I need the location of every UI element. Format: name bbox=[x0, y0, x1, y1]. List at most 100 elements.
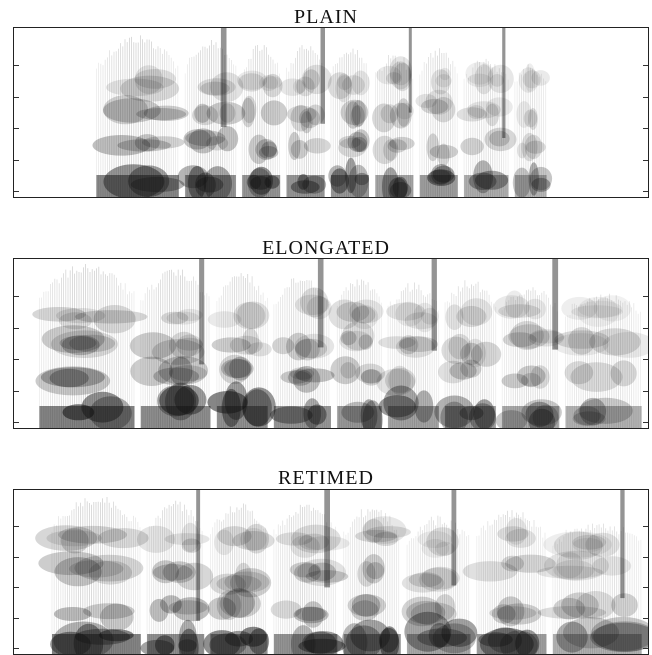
energy-band bbox=[174, 385, 207, 415]
burst-mark bbox=[320, 28, 325, 124]
low-frequency-band bbox=[552, 634, 642, 654]
formant-band bbox=[516, 365, 546, 387]
spectrogram-plain-image bbox=[92, 28, 553, 197]
formant-band bbox=[410, 602, 457, 626]
formant-band bbox=[378, 336, 416, 349]
spectrogram-texture bbox=[92, 28, 553, 197]
formant-band bbox=[229, 356, 252, 381]
formant-band bbox=[286, 332, 312, 361]
energy-band bbox=[529, 166, 553, 191]
formant-band bbox=[206, 136, 229, 151]
energy-band bbox=[348, 164, 369, 197]
formant-band bbox=[134, 69, 176, 89]
axis-tick bbox=[14, 648, 19, 649]
formant-band bbox=[69, 334, 116, 353]
formant-band bbox=[258, 146, 279, 159]
energy-band bbox=[242, 387, 276, 427]
burst-mark bbox=[552, 259, 559, 350]
formant-band bbox=[117, 139, 171, 152]
low-frequency-band bbox=[185, 175, 236, 197]
formant-band bbox=[357, 561, 376, 587]
formant-band bbox=[248, 134, 269, 164]
formant-band bbox=[219, 354, 251, 385]
formant-band bbox=[568, 327, 596, 355]
formant-band bbox=[295, 607, 327, 621]
energy-band bbox=[578, 397, 633, 424]
energy-band bbox=[479, 627, 534, 654]
formant-band bbox=[553, 559, 595, 581]
formant-band bbox=[418, 567, 458, 592]
formant-band bbox=[305, 570, 349, 583]
formant-band bbox=[207, 311, 242, 328]
formant-band bbox=[572, 537, 603, 553]
energy-band bbox=[521, 399, 562, 426]
formant-band bbox=[270, 600, 302, 619]
formant-band bbox=[351, 306, 376, 324]
formant-band bbox=[373, 532, 399, 546]
formant-band bbox=[298, 533, 330, 551]
formant-band bbox=[50, 330, 118, 358]
energy-band bbox=[593, 621, 648, 652]
formant-band bbox=[553, 597, 586, 620]
formant-band bbox=[341, 321, 375, 351]
formant-band bbox=[280, 370, 311, 384]
formant-band bbox=[543, 531, 613, 558]
formant-band bbox=[134, 65, 163, 94]
energy-band bbox=[362, 400, 383, 428]
energy-band bbox=[264, 175, 280, 189]
low-frequency-band bbox=[514, 175, 547, 197]
energy-band bbox=[224, 381, 248, 420]
formant-band bbox=[485, 97, 513, 117]
formant-band bbox=[58, 312, 92, 330]
formant-band bbox=[493, 295, 530, 319]
formant-band bbox=[88, 560, 132, 585]
formant-band bbox=[592, 556, 632, 576]
formant-band bbox=[571, 305, 623, 319]
formant-band bbox=[259, 75, 278, 91]
burst-mark bbox=[196, 490, 201, 621]
formant-band bbox=[194, 103, 211, 123]
formant-band bbox=[508, 324, 550, 349]
energy-band bbox=[354, 172, 369, 186]
energy-band bbox=[249, 166, 273, 195]
formant-band bbox=[236, 70, 268, 90]
formant-band bbox=[129, 332, 177, 360]
formant-band bbox=[229, 335, 263, 355]
formant-band bbox=[151, 339, 205, 365]
formant-band bbox=[465, 62, 494, 85]
energy-band bbox=[269, 406, 313, 424]
formant-band bbox=[516, 101, 532, 128]
low-frequency-band bbox=[343, 634, 401, 654]
formant-band bbox=[553, 333, 609, 356]
formant-band bbox=[351, 594, 381, 617]
formant-band bbox=[429, 144, 459, 159]
formant-band bbox=[467, 105, 485, 120]
formant-band bbox=[593, 295, 632, 322]
low-frequency-band bbox=[216, 406, 268, 428]
formant-band bbox=[93, 305, 136, 334]
formant-band bbox=[206, 101, 246, 125]
formant-band bbox=[106, 78, 164, 97]
formant-band bbox=[290, 535, 320, 558]
formant-band bbox=[166, 311, 200, 325]
energy-band bbox=[573, 406, 601, 426]
formant-band bbox=[103, 95, 148, 125]
energy-band bbox=[590, 622, 648, 653]
formant-band bbox=[395, 336, 436, 358]
formant-band bbox=[233, 302, 266, 330]
formant-band bbox=[474, 64, 494, 95]
axis-tick bbox=[643, 65, 648, 66]
energy-band bbox=[242, 389, 272, 427]
energy-band bbox=[379, 626, 400, 654]
formant-band bbox=[351, 99, 367, 127]
formant-band bbox=[413, 302, 437, 333]
formant-band bbox=[441, 336, 471, 364]
formant-band bbox=[102, 98, 161, 123]
formant-band bbox=[485, 103, 499, 127]
formant-band bbox=[392, 62, 412, 92]
energy-band bbox=[203, 166, 232, 197]
formant-band bbox=[389, 61, 412, 90]
axis-tick bbox=[14, 557, 19, 558]
formant-band bbox=[406, 600, 446, 625]
formant-band bbox=[386, 302, 426, 321]
